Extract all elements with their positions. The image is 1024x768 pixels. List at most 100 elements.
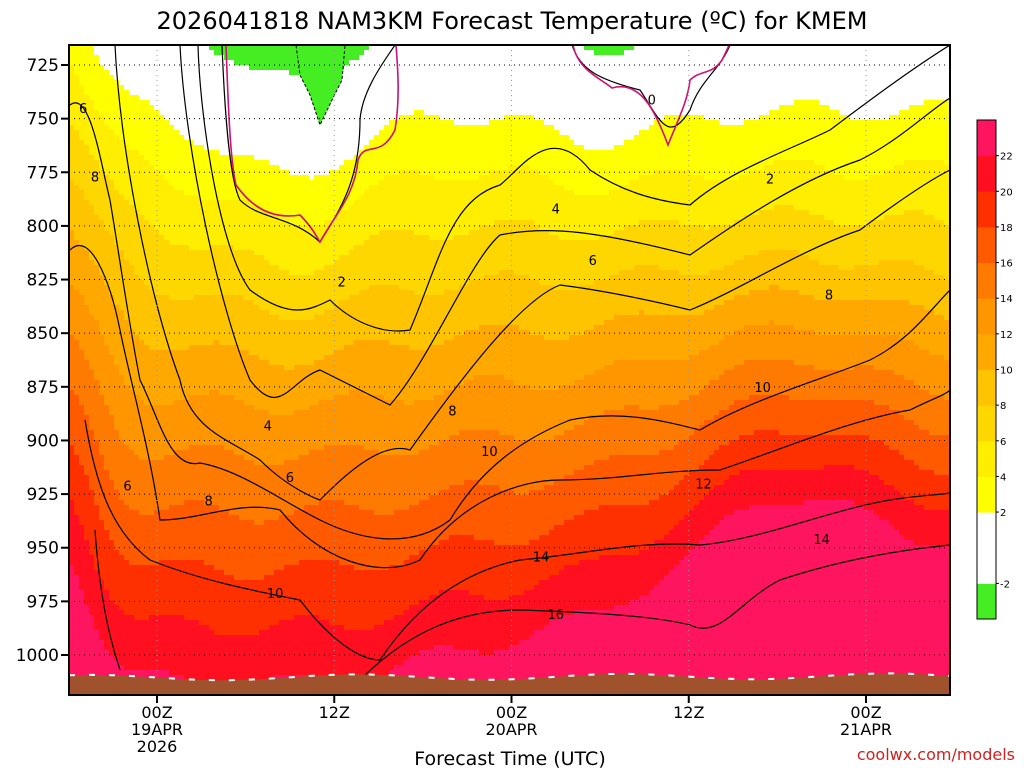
band-cell-604 <box>449 435 515 441</box>
colorbar-segment-6 <box>977 369 996 406</box>
band-cell-784 <box>109 530 550 536</box>
colorbar-segment-12 <box>977 155 996 192</box>
contour-line-4 <box>114 45 950 501</box>
band-cell-487 <box>854 365 875 371</box>
band-cell-100 <box>559 130 640 136</box>
band-cell-474 <box>269 360 315 366</box>
band-cell-422 <box>529 330 585 336</box>
band-cell-160 <box>539 170 655 176</box>
band-cell-55 <box>779 105 830 111</box>
band-cell-899 <box>134 615 150 621</box>
band-cell-129 <box>94 155 145 161</box>
band-cell-479 <box>69 365 90 371</box>
band-cell-411 <box>99 325 130 331</box>
band-cell-226 <box>924 210 950 216</box>
band-cell-670 <box>574 470 690 476</box>
band-cell-192 <box>564 185 620 191</box>
band-cell-944 <box>69 660 120 666</box>
band-cell-133 <box>69 160 100 166</box>
band-cell-153 <box>104 170 160 176</box>
band-cell-529 <box>929 390 950 396</box>
band-cell-433 <box>724 335 900 341</box>
band-cell-931 <box>69 645 105 651</box>
band-cell-182 <box>114 180 170 186</box>
band-cell-39 <box>69 90 85 96</box>
band-cell-1 <box>94 45 210 51</box>
band-cell-847 <box>224 570 275 576</box>
band-cell-572 <box>899 410 950 416</box>
band-cell-792 <box>449 535 475 541</box>
band-cell-361 <box>414 290 445 296</box>
band-cell-633 <box>174 450 235 456</box>
band-cell-664 <box>824 465 855 471</box>
band-cell-463 <box>929 350 950 356</box>
band-cell-731 <box>74 505 100 511</box>
band-cell-923 <box>259 630 535 636</box>
band-cell-156 <box>329 170 400 176</box>
band-cell-417 <box>794 325 950 331</box>
band-cell-751 <box>374 510 395 516</box>
band-cell-470 <box>944 355 950 361</box>
band-cell-140 <box>904 160 945 166</box>
band-cell-128 <box>69 155 95 161</box>
band-cell-103 <box>79 135 120 141</box>
band-cell-194 <box>69 190 85 196</box>
band-cell-869 <box>84 590 110 596</box>
band-cell-476 <box>614 360 745 366</box>
band-cell-280 <box>69 245 85 251</box>
band-cell-345 <box>69 285 75 291</box>
band-cell-501 <box>719 375 905 381</box>
band-cell-737 <box>359 505 410 511</box>
band-cell-460 <box>249 350 335 356</box>
band-cell-514 <box>454 385 530 391</box>
band-cell-849 <box>559 570 670 576</box>
band-cell-517 <box>704 385 920 391</box>
band-cell-183 <box>169 180 380 186</box>
band-cell-360 <box>359 290 415 296</box>
band-cell-834 <box>679 560 950 566</box>
band-cell-831 <box>339 560 405 566</box>
band-cell-185 <box>554 180 630 186</box>
band-cell-786 <box>669 530 710 536</box>
band-cell-779 <box>674 525 715 531</box>
band-cell-945 <box>119 660 405 666</box>
band-cell-288 <box>89 250 125 256</box>
band-cell-143 <box>99 165 155 171</box>
band-cell-481 <box>119 365 285 371</box>
band-cell-233 <box>824 215 885 221</box>
band-cell-292 <box>759 250 800 256</box>
band-cell-497 <box>124 375 475 381</box>
band-cell-323 <box>134 270 290 276</box>
band-cell-97 <box>114 130 180 136</box>
colorbar-segment-8 <box>977 298 996 335</box>
band-cell-689 <box>724 480 885 486</box>
band-cell-564 <box>889 405 950 411</box>
band-cell-861 <box>539 580 660 586</box>
band-cell-791 <box>109 535 450 541</box>
contour-line-6 <box>69 244 950 569</box>
grid-lines <box>69 45 950 695</box>
contour-label-2: 2 <box>337 276 345 291</box>
band-cell-447 <box>79 345 110 351</box>
band-cell-636 <box>379 450 420 456</box>
band-cell-297 <box>264 255 340 261</box>
band-cell-715 <box>904 495 950 501</box>
band-cell-24 <box>344 65 950 71</box>
band-cell-446 <box>69 345 80 351</box>
band-cell-683 <box>89 480 115 486</box>
band-cell-262 <box>414 230 470 236</box>
colorbar-label-0: -2 <box>1000 579 1010 590</box>
band-cell-559 <box>309 405 625 411</box>
band-cell-3 <box>369 45 585 51</box>
band-cell-512 <box>99 385 130 391</box>
band-cell-827 <box>129 560 160 566</box>
band-cell-308 <box>879 260 915 266</box>
x-tick-label-4-1: 00Z <box>850 703 881 722</box>
band-cell-684 <box>114 480 465 486</box>
band-cell-396 <box>934 310 950 316</box>
band-cell-14 <box>224 55 360 61</box>
band-cell-258 <box>74 230 110 236</box>
contour-line-3 <box>179 45 950 406</box>
band-cell-438 <box>144 340 215 346</box>
band-cell-309 <box>914 260 950 266</box>
